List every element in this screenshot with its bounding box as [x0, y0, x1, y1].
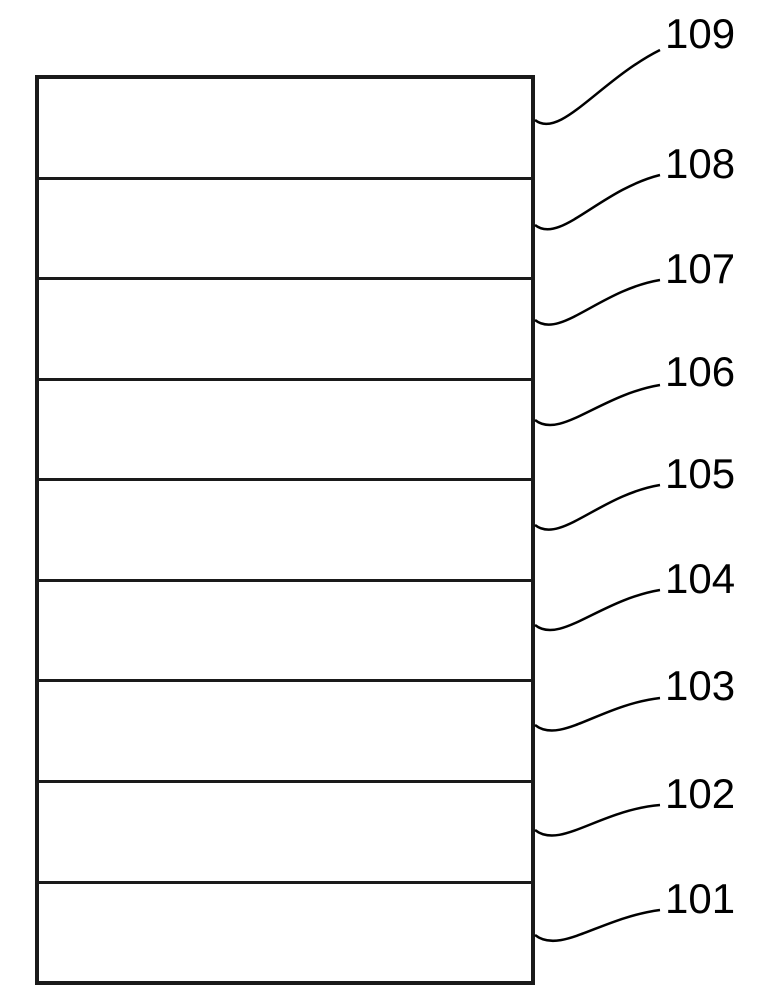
- layer-109: [39, 79, 531, 180]
- label-104: 104: [665, 555, 735, 603]
- label-103: 103: [665, 662, 735, 710]
- leader-108: [535, 175, 660, 229]
- leader-105: [535, 485, 660, 530]
- label-101: 101: [665, 875, 735, 923]
- layer-stack-diagram: [35, 75, 535, 985]
- label-105: 105: [665, 450, 735, 498]
- layer-102: [39, 783, 531, 884]
- leader-107: [535, 280, 660, 325]
- label-107: 107: [665, 245, 735, 293]
- layer-106: [39, 381, 531, 482]
- leader-103: [535, 698, 660, 731]
- layer-104: [39, 582, 531, 683]
- label-106: 106: [665, 348, 735, 396]
- layer-103: [39, 682, 531, 783]
- layer-105: [39, 481, 531, 582]
- leader-104: [535, 590, 660, 630]
- leader-102: [535, 805, 660, 836]
- leader-109: [535, 50, 660, 124]
- layer-108: [39, 180, 531, 281]
- label-102: 102: [665, 770, 735, 818]
- layer-101: [39, 884, 531, 982]
- leader-101: [535, 910, 660, 941]
- label-108: 108: [665, 140, 735, 188]
- layer-107: [39, 280, 531, 381]
- leader-106: [535, 385, 660, 425]
- label-109: 109: [665, 10, 735, 58]
